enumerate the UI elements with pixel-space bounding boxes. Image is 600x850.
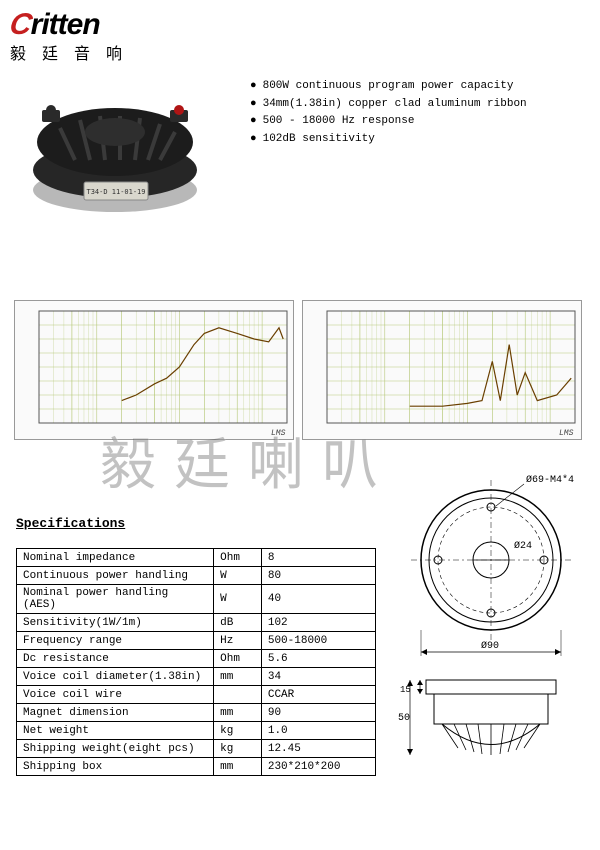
table-row: Dc resistanceOhm5.6 bbox=[17, 650, 376, 668]
impedance-chart: LMS bbox=[302, 300, 582, 440]
table-cell: 102 bbox=[261, 614, 375, 632]
chart-row: LMS LMS bbox=[14, 300, 582, 440]
table-cell: mm bbox=[214, 758, 262, 776]
table-cell: Voice coil wire bbox=[17, 686, 214, 704]
svg-text:LMS: LMS bbox=[271, 429, 286, 438]
brand-logo: Critten 毅 廷 音 响 bbox=[10, 8, 128, 64]
table-cell: Shipping box bbox=[17, 758, 214, 776]
table-row: Sensitivity(1W/1m)dB102 bbox=[17, 614, 376, 632]
table-cell: CCAR bbox=[261, 686, 375, 704]
table-cell: 12.45 bbox=[261, 740, 375, 758]
table-cell: 40 bbox=[261, 585, 375, 614]
table-cell: 34 bbox=[261, 668, 375, 686]
product-label-text: T34-D 11-01-19 bbox=[86, 188, 145, 196]
feature-item: 34mm(1.38in) copper clad aluminum ribbon bbox=[250, 96, 527, 114]
table-cell: Voice coil diameter(1.38in) bbox=[17, 668, 214, 686]
technical-drawing: Ø69-M4*4 Ø24 Ø90 50 bbox=[396, 470, 586, 804]
table-cell: 500-18000 bbox=[261, 632, 375, 650]
table-cell: Ohm bbox=[214, 549, 262, 567]
table-row: Continuous power handlingW80 bbox=[17, 567, 376, 585]
table-row: Frequency rangeHz500-18000 bbox=[17, 632, 376, 650]
table-row: Nominal power handling (AES)W40 bbox=[17, 585, 376, 614]
table-cell: kg bbox=[214, 740, 262, 758]
spec-heading: Specifications bbox=[16, 516, 125, 531]
product-photo: T34-D 11-01-19 bbox=[20, 70, 210, 240]
brand-chinese-sub: 毅 廷 音 响 bbox=[10, 40, 128, 64]
table-cell: 8 bbox=[261, 549, 375, 567]
dim-outer: Ø90 bbox=[481, 640, 499, 652]
table-cell: Nominal impedance bbox=[17, 549, 214, 567]
table-cell bbox=[214, 686, 262, 704]
table-cell: Net weight bbox=[17, 722, 214, 740]
table-cell: Shipping weight(eight pcs) bbox=[17, 740, 214, 758]
table-row: Shipping weight(eight pcs)kg12.45 bbox=[17, 740, 376, 758]
feature-item: 500 - 18000 Hz response bbox=[250, 113, 527, 131]
table-cell: Hz bbox=[214, 632, 262, 650]
table-cell: mm bbox=[214, 704, 262, 722]
feature-item: 800W continuous program power capacity bbox=[250, 78, 527, 96]
dim-flange-h: 15 bbox=[400, 685, 411, 695]
table-row: Magnet dimensionmm90 bbox=[17, 704, 376, 722]
dim-inner: Ø24 bbox=[514, 540, 532, 552]
table-row: Voice coil wire CCAR bbox=[17, 686, 376, 704]
table-cell: 90 bbox=[261, 704, 375, 722]
table-row: Net weightkg1.0 bbox=[17, 722, 376, 740]
table-cell: mm bbox=[214, 668, 262, 686]
frequency-response-chart: LMS bbox=[14, 300, 294, 440]
table-row: Shipping boxmm230*210*200 bbox=[17, 758, 376, 776]
dim-total-h: 50 bbox=[398, 713, 410, 724]
table-cell: Dc resistance bbox=[17, 650, 214, 668]
svg-text:LMS: LMS bbox=[559, 429, 574, 438]
table-cell: kg bbox=[214, 722, 262, 740]
feature-list: 800W continuous program power capacity 3… bbox=[250, 78, 527, 148]
table-cell: Magnet dimension bbox=[17, 704, 214, 722]
table-cell: Nominal power handling (AES) bbox=[17, 585, 214, 614]
table-cell: Frequency range bbox=[17, 632, 214, 650]
table-cell: Continuous power handling bbox=[17, 567, 214, 585]
table-cell: W bbox=[214, 585, 262, 614]
brand-wordmark: Critten bbox=[10, 8, 128, 42]
table-cell: W bbox=[214, 567, 262, 585]
table-cell: 80 bbox=[261, 567, 375, 585]
table-cell: Ohm bbox=[214, 650, 262, 668]
table-cell: 1.0 bbox=[261, 722, 375, 740]
table-cell: Sensitivity(1W/1m) bbox=[17, 614, 214, 632]
table-cell: 230*210*200 bbox=[261, 758, 375, 776]
feature-item: 102dB sensitivity bbox=[250, 131, 527, 149]
table-row: Voice coil diameter(1.38in)mm34 bbox=[17, 668, 376, 686]
logo-accent: C bbox=[7, 8, 34, 42]
table-row: Nominal impedanceOhm8 bbox=[17, 549, 376, 567]
table-cell: dB bbox=[214, 614, 262, 632]
spec-table: Nominal impedanceOhm8Continuous power ha… bbox=[16, 548, 376, 776]
table-cell: 5.6 bbox=[261, 650, 375, 668]
logo-text: ritten bbox=[31, 8, 100, 41]
dim-bolt-pattern: Ø69-M4*4 bbox=[526, 474, 574, 486]
